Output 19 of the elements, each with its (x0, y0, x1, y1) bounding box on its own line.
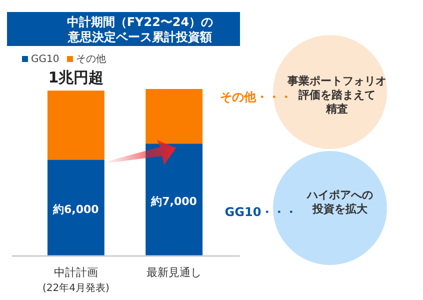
text: 事業ポートフォリオ (286, 74, 386, 88)
legend-label: その他 (76, 53, 106, 65)
annotation: その他・・・ (220, 90, 292, 104)
bar (47, 90, 104, 160)
data-label: 約7,000 (150, 194, 198, 208)
text: (22年4月発表) (42, 282, 110, 294)
x-tick-label: 中計計画 (54, 266, 98, 279)
text: 投資を拡大 (312, 202, 368, 216)
text: ハイポアへの (306, 188, 373, 202)
x-tick-label: 最新見通し (146, 266, 202, 279)
text: 評価を踏まえて (298, 88, 376, 102)
data-label: 約6,000 (52, 202, 100, 216)
annotation: GG10・・・ (224, 205, 298, 219)
annotation: 1兆円超 (48, 68, 104, 87)
legend-label: GG10 (31, 54, 60, 65)
chart-subtitle: 意思決定ベース累計投資額 (67, 30, 212, 44)
text: 精査 (325, 102, 348, 116)
chart-title: 中計期間（FY22〜24）の (66, 15, 214, 29)
bar (47, 160, 104, 256)
